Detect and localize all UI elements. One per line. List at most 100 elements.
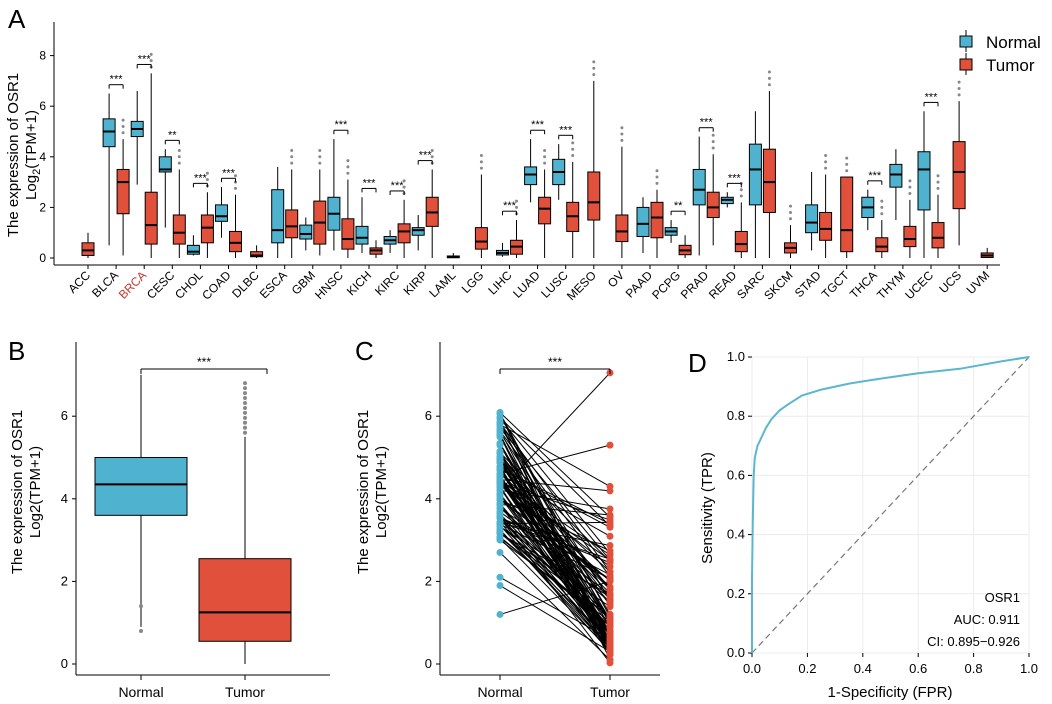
panel-b-normal-box — [94, 457, 188, 516]
outlier-dot — [346, 165, 350, 169]
panel-c-ylabel-line1: The expression of OSR1 — [355, 410, 372, 574]
panel-c-normal-point — [496, 479, 504, 487]
panel-c-pair-line — [499, 430, 611, 577]
panel-c-pair-line — [499, 528, 611, 653]
panel-c-tumor-point — [606, 559, 614, 567]
box-tumor-ucec-box — [931, 222, 945, 249]
outlier-dot — [908, 185, 912, 189]
x-label-lgg: LGG — [459, 268, 487, 296]
sig-label-brca: *** — [138, 53, 152, 65]
panel-b-ylabel-line2: Log2(TPM+1) — [27, 446, 44, 538]
outlier-dot — [318, 148, 322, 152]
panel-b-outlier — [243, 405, 247, 410]
box-normal-coad-box — [215, 204, 228, 222]
box-normal-ucec-box — [917, 151, 931, 211]
panel-c-pair-line — [499, 539, 611, 622]
box-tumor-acc-box — [81, 242, 95, 256]
panel-b-y-axis: 0 2 4 6 — [61, 408, 76, 671]
panel-c-tumor-point — [606, 532, 614, 540]
outlier-dot — [402, 179, 406, 183]
x-label-prad: PRAD — [678, 268, 712, 302]
box-tumor-read-box — [734, 230, 748, 253]
panel-a-letter: A — [8, 4, 26, 34]
x-label-chol: CHOL — [172, 268, 206, 302]
panel-d-ytick-label: 0.4 — [727, 527, 745, 542]
panel-c-pair-line — [499, 478, 611, 621]
panel-c-xlabel-normal: Normal — [477, 684, 522, 700]
panel-b-sig: *** — [197, 355, 211, 369]
outlier-dot — [739, 194, 743, 198]
outlier-dot — [936, 174, 940, 178]
panel-c-ylabel-line2: Log2(TPM+1) — [373, 446, 390, 538]
panel-c-ytick-label: 2 — [425, 573, 432, 588]
box-tumor-coad-box — [229, 230, 242, 253]
box-normal-sarc-box — [748, 143, 762, 206]
outlier-dot — [957, 80, 961, 84]
outlier-dot — [346, 171, 350, 175]
panel-b-outlier — [139, 628, 143, 633]
outlier-dot — [479, 154, 483, 158]
box-normal-esca-box — [271, 189, 285, 244]
panel-c-tumor-point — [606, 656, 614, 664]
x-label-kirc: KIRC — [372, 268, 402, 298]
panel-d-xtick-label: 0.0 — [743, 661, 761, 676]
sig-label-kich: *** — [363, 177, 377, 189]
sig-label-lihc: *** — [503, 200, 517, 212]
panel-c-tumor-point — [606, 550, 614, 558]
panel-c-normal-point — [496, 504, 504, 512]
outlier-dot — [515, 205, 518, 209]
outlier-dot — [430, 148, 434, 152]
outlier-dot — [845, 169, 849, 173]
panel-d: D Sensitivity (TPR) 0.00.00.20.20.40.40.… — [688, 348, 1038, 701]
box-normal-prad-box — [692, 168, 706, 206]
panel-c-tumor-point — [606, 601, 614, 609]
outlier-dot — [880, 205, 884, 209]
outlier-dot — [318, 155, 322, 159]
panel-a-boxes: *********** ********* ************ ********… — [81, 52, 994, 259]
panel-c-pair-line — [499, 585, 611, 653]
sig-label-chol: *** — [194, 172, 208, 184]
panel-c-tumor-point — [606, 513, 614, 521]
x-label-dlbc: DLBC — [229, 268, 262, 301]
box-normal-kich-box — [355, 225, 369, 245]
box-tumor-paad-box — [650, 201, 664, 239]
outlier-dot — [515, 199, 518, 203]
panel-c-pair-line — [499, 457, 611, 656]
panel-d-grid — [751, 356, 1030, 654]
panel-c-pair-line — [499, 424, 611, 487]
panel-c-normal-point — [496, 440, 504, 448]
outlier-dot — [121, 118, 125, 122]
x-label-ov: OV — [605, 268, 627, 290]
panel-b-ytick-label: 2 — [61, 573, 68, 588]
outlier-dot — [592, 66, 596, 70]
outlier-dot — [543, 148, 547, 152]
panel-c-pair-line — [499, 467, 611, 525]
panel-c-pair-line — [499, 576, 611, 640]
panel-c-normal-point — [496, 534, 504, 542]
panel-c-sig: *** — [548, 355, 562, 369]
panel-c-normal-point — [496, 433, 504, 441]
panel-b-ytick-label: 4 — [61, 491, 68, 506]
panel-a-y-axis: 0 2 4 6 8 — [39, 49, 54, 265]
box-tumor-kirc-box — [397, 223, 411, 244]
outlier-dot — [936, 180, 940, 184]
panel-c-pair-line — [499, 427, 611, 561]
box-normal-cesc-box — [158, 156, 172, 173]
outlier-dot — [205, 171, 209, 175]
panel-d-ylabel: Sensitivity (TPR) — [699, 452, 716, 564]
outlier-dot — [479, 166, 483, 170]
outlier-dot — [290, 148, 294, 152]
panel-a-ytick-label: 8 — [39, 49, 46, 63]
panel-c-normal-point — [496, 573, 504, 581]
box-tumor-meso-box — [587, 171, 601, 221]
outlier-dot — [234, 174, 237, 178]
sig-label-prad: *** — [700, 117, 714, 129]
outlier-dot — [789, 210, 792, 214]
panel-c-pair-line — [499, 517, 611, 564]
box-tumor-lgg-box — [474, 227, 488, 250]
panel-c-normal-point — [496, 408, 504, 416]
panel-c-tumor-point — [606, 593, 614, 601]
panel-d-xtick-label: 0.2 — [798, 661, 816, 676]
outlier-dot — [789, 217, 792, 221]
panel-d-ytick-label: 0.2 — [727, 586, 745, 601]
